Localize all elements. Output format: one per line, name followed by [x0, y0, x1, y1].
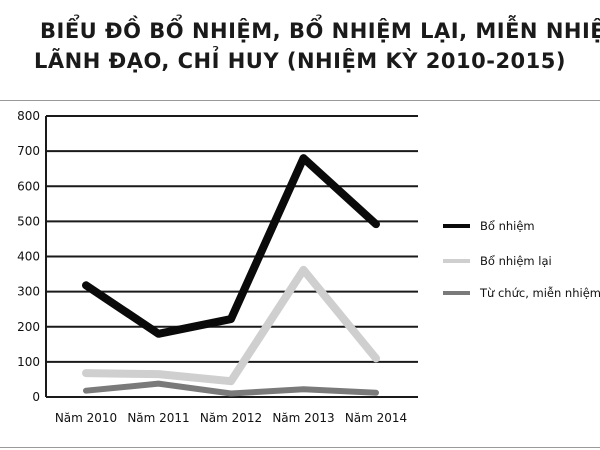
y-tick-label: 100 — [17, 355, 40, 369]
y-tick-label: 0 — [32, 390, 40, 404]
x-tick-label: Năm 2014 — [345, 411, 407, 425]
series-line-1 — [82, 265, 380, 386]
series-layer — [82, 154, 380, 397]
y-tick-label: 600 — [17, 179, 40, 193]
y-tick-label: 200 — [17, 320, 40, 334]
y-tick-label: 700 — [17, 144, 40, 158]
y-tick-label: 400 — [17, 250, 40, 264]
legend: Bổ nhiệm Bổ nhiệm lại Từ chức, miễn nhiệm — [443, 219, 600, 300]
bottom-divider — [0, 447, 600, 448]
y-tick-label: 800 — [17, 109, 40, 123]
grid-layer — [46, 115, 418, 363]
chart-title-line-1: BIỂU ĐỒ BỔ NHIỆM, BỔ NHIỆM LẠI, MIỄN NHI… — [40, 19, 600, 43]
axis-layer: 0 100 200 300 400 500 600 700 800 Năm 2010 Năm 201… — [17, 109, 418, 425]
series-line-2 — [83, 380, 379, 397]
top-divider — [0, 100, 600, 101]
series-line-0 — [82, 154, 380, 338]
y-tick-label: 500 — [17, 214, 40, 228]
chart-title: BIỂU ĐỒ BỔ NHIỆM, BỔ NHIỆM LẠI, MIỄN NHI… — [0, 16, 600, 76]
x-tick-label: Năm 2010 — [55, 411, 117, 425]
x-tick-label: Năm 2012 — [200, 411, 262, 425]
legend-label-0: Bổ nhiệm — [480, 219, 535, 233]
legend-label-2: Từ chức, miễn nhiệm — [479, 286, 600, 300]
y-tick-label: 300 — [17, 285, 40, 299]
x-tick-label: Năm 2013 — [272, 411, 334, 425]
chart-title-line-2: LÃNH ĐẠO, CHỈ HUY (NHIỆM KỲ 2010-2015) — [34, 49, 566, 73]
legend-label-1: Bổ nhiệm lại — [480, 254, 552, 268]
x-tick-label: Năm 2011 — [127, 411, 189, 425]
